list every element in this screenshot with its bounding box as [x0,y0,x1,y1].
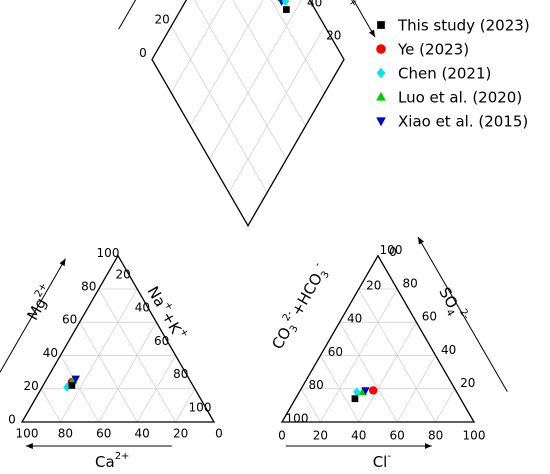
tick-mg: 60 [62,313,77,327]
tick-co3: 80 [309,378,324,392]
co3hco3-axis-label: CO32-+HCO3- [267,260,334,354]
grid-line [194,0,287,160]
data-points [63,0,378,403]
tick-clso4: 20 [155,13,170,27]
tick-ca: 100 [16,427,39,441]
tick-so4: 80 [403,276,418,290]
grid-line [300,388,321,423]
legend-label: Luo et al. (2020) [398,89,522,107]
frame-layer [20,0,476,423]
tick-so4: 100 [380,243,403,257]
tick-mg: 40 [43,346,58,360]
tick-mg: 80 [81,279,96,293]
point-diamond-this-study-2023 [283,6,290,13]
grid-line [170,0,226,93]
legend-marker [376,117,386,127]
mg-axis-label: Mg2+ [22,281,57,323]
diamond [151,0,345,228]
tick-co3: 20 [366,278,381,292]
ca-axis-label: Ca2+ [95,451,129,471]
cation-triangle [20,254,216,423]
tick-cl: 40 [351,429,366,443]
grid-line [98,322,157,423]
tick-mg: 0 [8,413,16,427]
grid-line [228,26,326,193]
point-diamond-chen-2021 [281,0,290,6]
legend-marker [376,44,386,54]
tick-cl: 0 [278,429,286,443]
legend-label: Chen (2021) [398,65,491,83]
arrow-camg [352,0,376,38]
legend-marker [376,91,386,101]
tick-co3: 0 [389,245,397,259]
cl-axis-label: Cl- [373,451,392,471]
tick-so4: 20 [460,376,475,390]
tick-nak: 100 [189,401,212,415]
tick-so4: 40 [441,343,456,357]
grid-line [320,355,360,423]
tick-clso4: 0 [139,46,147,60]
grid-line [136,355,176,423]
tick-camg: 20 [326,29,341,43]
arrow-so4 [417,236,508,392]
tick-co3: 100 [286,412,309,426]
tick-ca: 20 [173,427,188,441]
point-anion-ye-2023 [369,386,378,395]
tick-co3: 60 [328,345,343,359]
so4-axis-label: SO42- [433,283,472,327]
tick-nak: 40 [135,301,150,315]
tick-nak: 20 [116,267,131,281]
legend: This study (2023) Ye (2023) Chen (2021) Luo… [376,17,530,131]
grid-line [270,0,326,93]
legend-marker [377,21,385,29]
grid-line [40,388,61,423]
tick-cl: 20 [313,429,328,443]
grid-line [175,388,196,423]
axis-arrows [0,0,508,449]
grid-line [358,322,417,423]
tick-co3: 40 [347,312,362,326]
grid-line [170,26,268,193]
tick-cl: 80 [428,429,443,443]
legend-label: This study (2023) [397,17,530,35]
tick-ca: 40 [135,427,150,441]
grid-line [190,0,264,127]
tick-cl: 100 [463,429,486,443]
grid-line [60,355,100,423]
grid-line [209,0,302,160]
anion-triangle [280,254,476,423]
point-anion-xiao-et-al-2015 [361,387,370,396]
grid-line [435,388,456,423]
point-anion-this-study-2023 [351,395,359,403]
tick-mg: 100 [97,246,120,260]
tick-nak: 60 [154,334,169,348]
tick-mg: 20 [24,379,39,393]
grid-line [396,355,436,423]
legend-label: Ye (2023) [397,41,469,59]
tick-ca: 60 [96,427,111,441]
legend-marker [376,67,386,79]
tick-so4: 60 [422,310,437,324]
point-anion-chen-2021 [353,387,361,397]
tick-ca: 80 [58,427,73,441]
tick-cl: 60 [390,429,405,443]
arrow-mg [0,258,66,374]
grid-layer [40,0,456,423]
tick-nak: 80 [173,367,188,381]
point-cation-xiao-et-al-2015 [71,375,80,384]
tick-ca: 0 [215,427,223,441]
grid-line [232,0,306,127]
grid-line [339,322,398,423]
grid-line [79,322,138,423]
tick-camg: 40 [307,0,322,9]
legend-label: Xiao et al. (2015) [398,113,528,131]
arrow-clso4 [118,0,137,30]
point-cation-this-study-2023 [68,382,76,389]
